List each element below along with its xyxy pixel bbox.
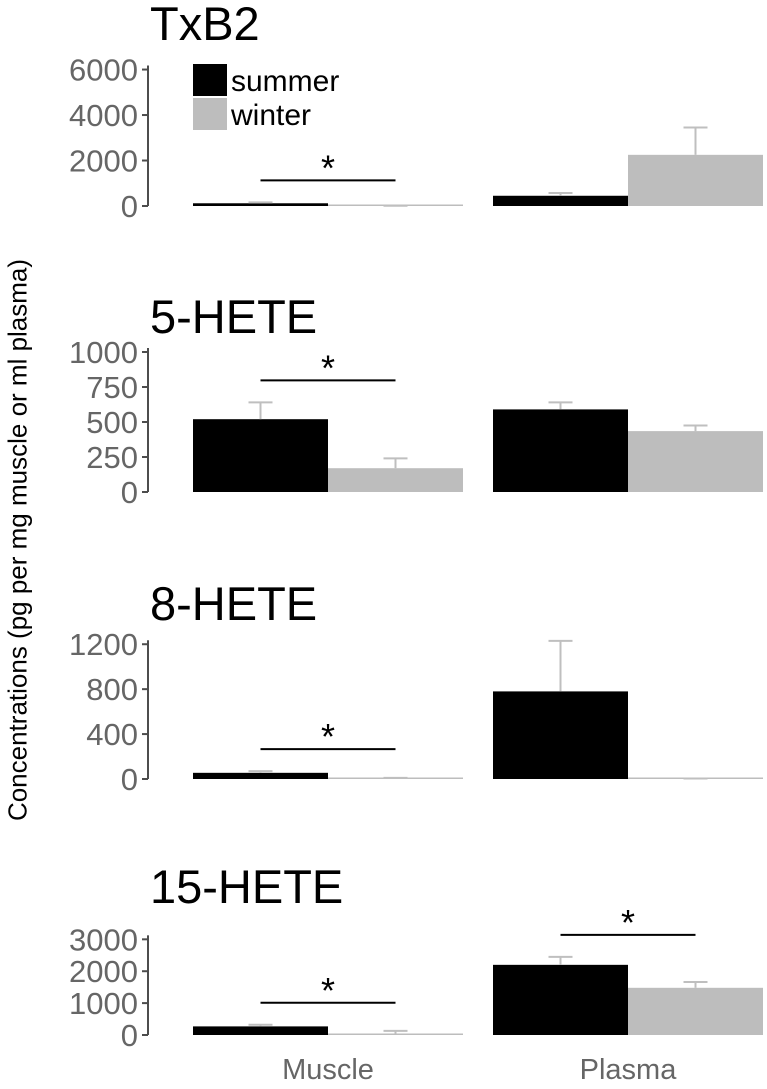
x-category-label: Plasma <box>580 1054 678 1084</box>
y-tick-label: 0 <box>121 762 138 797</box>
significance-star: * <box>321 147 335 188</box>
y-tick-label: 800 <box>86 672 138 707</box>
y-tick-label: 400 <box>86 717 138 752</box>
significance-star: * <box>621 902 635 943</box>
panel-title: 15-HETE <box>150 860 343 913</box>
significance-star: * <box>321 716 335 757</box>
bar-summer-muscle <box>193 419 328 492</box>
panel-title: 5-HETE <box>150 290 317 343</box>
legend-swatch-summer <box>193 64 227 96</box>
bar-summer-muscle <box>193 1026 328 1035</box>
bar-summer-plasma <box>493 964 628 1035</box>
y-tick-label: 1000 <box>69 335 138 370</box>
bar-winter-plasma <box>628 431 763 492</box>
y-axis-title: Concentrations (pg per mg muscle or ml p… <box>2 258 33 822</box>
legend-label-summer: summer <box>231 65 339 98</box>
bar-summer-plasma <box>493 409 628 492</box>
y-tick-label: 2000 <box>69 954 138 989</box>
y-tick-label: 1200 <box>69 627 138 662</box>
y-tick-label: 0 <box>121 1018 138 1053</box>
y-tick-label: 6000 <box>69 53 138 88</box>
bar-summer-muscle <box>193 203 328 206</box>
significance-star: * <box>321 970 335 1011</box>
panel-title: 8-HETE <box>150 577 317 630</box>
legend-label-winter: winter <box>230 99 311 132</box>
bar-winter-plasma <box>628 987 763 1035</box>
y-tick-label: 1000 <box>69 986 138 1021</box>
y-tick-label: 0 <box>121 475 138 510</box>
bar-winter-muscle <box>328 1033 463 1035</box>
y-tick-label: 4000 <box>69 98 138 133</box>
y-tick-label: 500 <box>86 405 138 440</box>
x-category-label: Muscle <box>282 1054 374 1084</box>
bar-summer-muscle <box>193 772 328 779</box>
y-tick-label: 750 <box>86 370 138 405</box>
y-tick-label: 2000 <box>69 144 138 179</box>
legend-swatch-winter <box>193 98 227 130</box>
bar-summer-plasma <box>493 195 628 206</box>
bar-winter-muscle <box>328 468 463 492</box>
panel-title: TxB2 <box>150 0 260 50</box>
y-tick-label: 250 <box>86 440 138 475</box>
bar-winter-plasma <box>628 154 763 206</box>
bar-summer-plasma <box>493 691 628 779</box>
y-tick-label: 3000 <box>69 922 138 957</box>
y-tick-label: 0 <box>121 189 138 224</box>
significance-star: * <box>321 347 335 388</box>
